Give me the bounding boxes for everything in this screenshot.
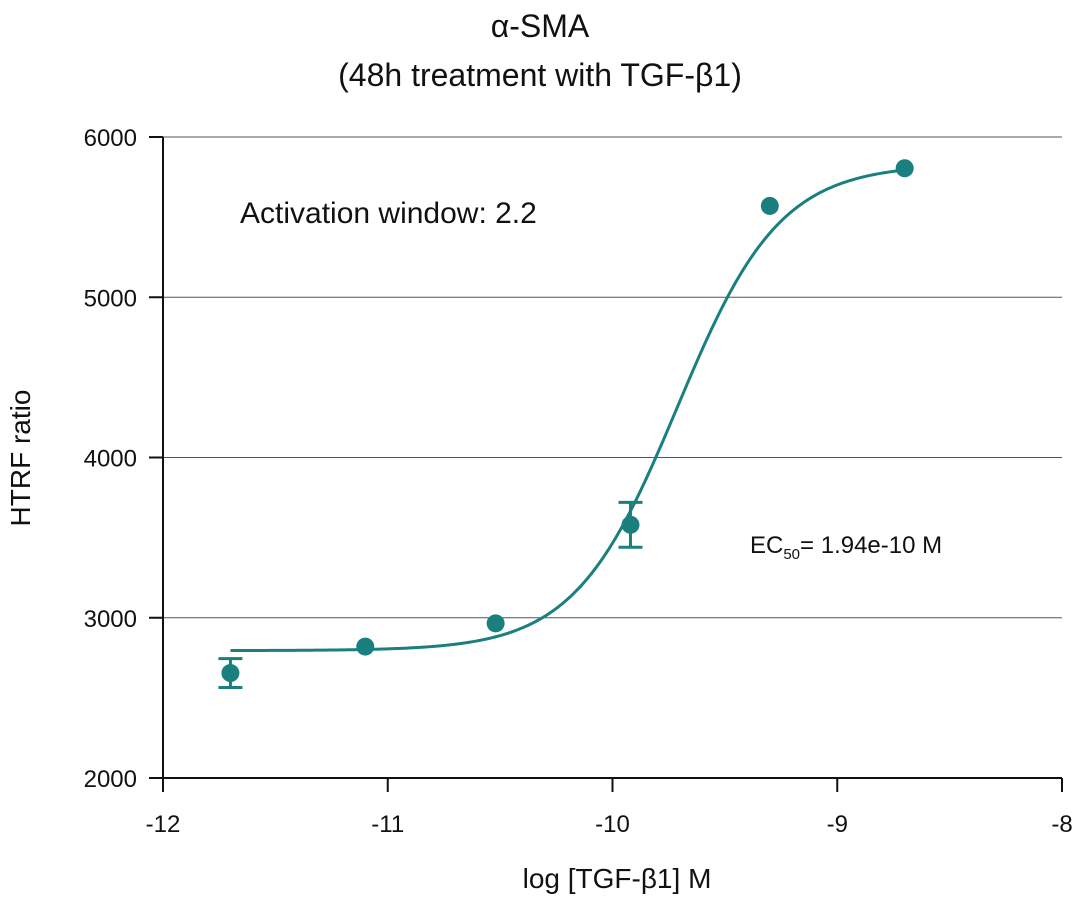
data-point bbox=[760, 196, 779, 215]
x-tick-label: -10 bbox=[595, 811, 630, 838]
data-point bbox=[221, 664, 240, 683]
chart-subtitle: (48h treatment with TGF-β1) bbox=[338, 57, 742, 93]
fit-curve-group bbox=[230, 168, 905, 653]
chart-title: α-SMA bbox=[490, 8, 590, 44]
ec50-subscript: 50 bbox=[783, 546, 800, 563]
data-point bbox=[356, 637, 375, 656]
y-axis-title: HTRF ratio bbox=[5, 390, 36, 527]
ec50-prefix: EC bbox=[750, 532, 783, 559]
y-tick-label: 4000 bbox=[84, 446, 137, 473]
x-tick-label: -8 bbox=[1051, 811, 1072, 838]
y-tick-label: 6000 bbox=[84, 125, 137, 152]
data-points bbox=[218, 159, 914, 689]
data-point bbox=[486, 614, 505, 633]
ec50-label: EC50= 1.94e-10 M bbox=[750, 532, 942, 563]
data-point bbox=[621, 515, 640, 534]
ec50-value: = 1.94e-10 M bbox=[800, 532, 942, 559]
x-tick-label: -12 bbox=[146, 811, 181, 838]
x-tick-label: -11 bbox=[371, 811, 404, 838]
y-tick-label: 3000 bbox=[84, 606, 137, 633]
x-tick-label: -9 bbox=[827, 811, 848, 838]
grid-lines bbox=[163, 136, 1062, 619]
axes bbox=[149, 136, 1063, 792]
y-tick-label: 5000 bbox=[84, 285, 137, 312]
activation-window-label: Activation window: 2.2 bbox=[240, 197, 537, 230]
y-tick-label: 2000 bbox=[84, 766, 137, 793]
fit-curve bbox=[230, 168, 905, 653]
tick-labels: 2000 3000 4000 5000 6000 -12 -11 -10 -9 -8 bbox=[84, 125, 1073, 838]
x-axis-title: log [TGF-β1] M bbox=[523, 863, 712, 894]
data-point bbox=[895, 159, 914, 178]
